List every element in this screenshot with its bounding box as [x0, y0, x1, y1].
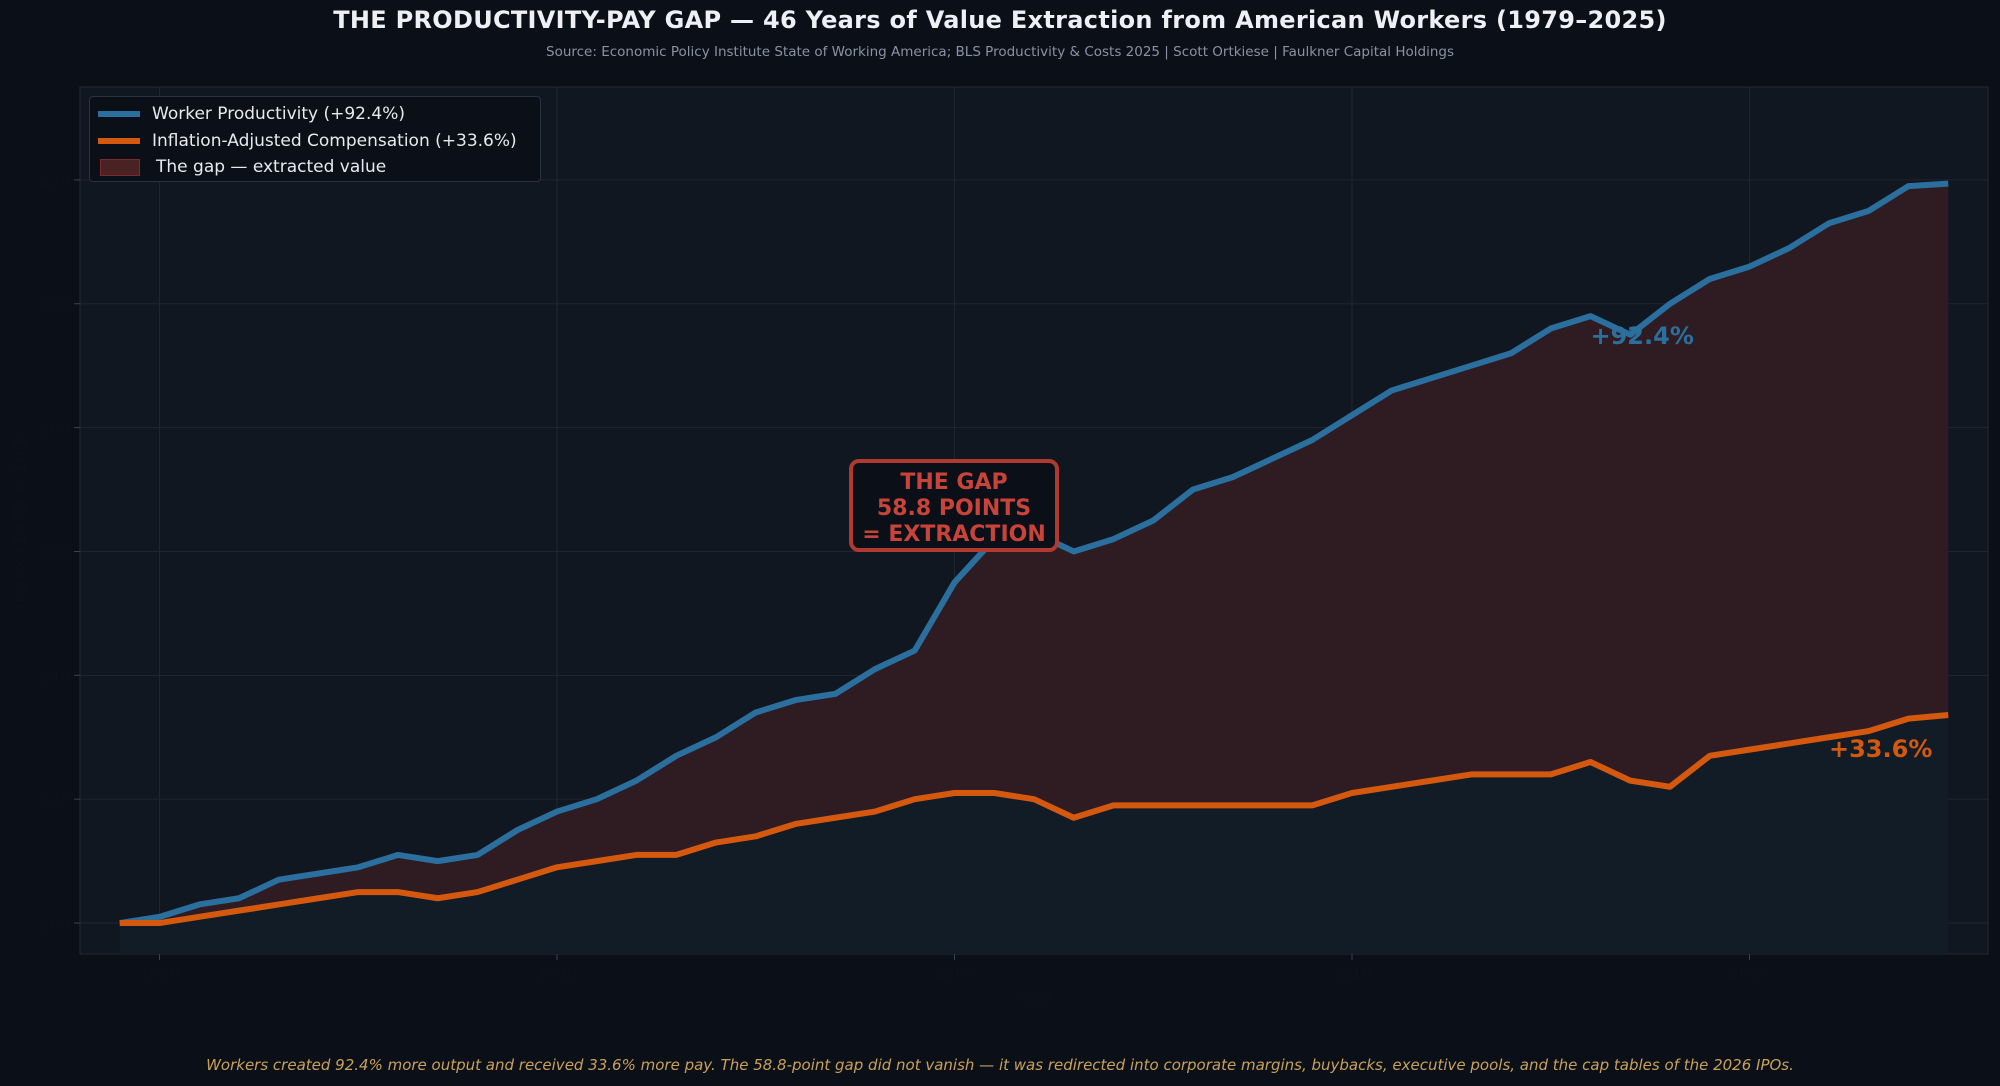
footer-note: Workers created 92.4% more output and re… — [206, 1056, 1794, 1074]
legend-item-gap: The gap — extracted value — [98, 154, 386, 180]
y-tick-label: 220 — [39, 171, 70, 190]
x-tick-label: 2010 — [1332, 964, 1373, 983]
legend-swatch-gap — [100, 158, 140, 176]
x-tick-label: 2020 — [1729, 964, 1770, 983]
gap-fill-area — [119, 183, 1949, 924]
gap-annotation-box: THE GAP 58.8 POINTS = EXTRACTION — [849, 459, 1059, 552]
x-tick-label: 1990 — [537, 964, 578, 983]
legend-label-productivity: Worker Productivity (+92.4%) — [152, 104, 405, 124]
gap-annotation-line2: 58.8 POINTS — [876, 496, 1032, 521]
y-tick-label: 120 — [39, 790, 70, 809]
x-tick-label: 1980 — [139, 964, 180, 983]
chart-legend: Worker Productivity (+92.4%) Inflation-A… — [89, 96, 541, 182]
chart-title: THE PRODUCTIVITY-PAY GAP — 46 Years of V… — [333, 6, 1667, 34]
y-tick-label: 100 — [39, 914, 70, 933]
y-tick-label: 200 — [39, 295, 70, 314]
legend-item-compensation: Inflation-Adjusted Compensation (+33.6%) — [98, 128, 517, 154]
legend-swatch-productivity — [98, 111, 140, 117]
compensation-end-label: +33.6% — [1829, 735, 1932, 763]
y-tick-label: 180 — [39, 419, 70, 438]
gap-annotation-line1: THE GAP — [900, 470, 1008, 495]
x-tick-label: 2000 — [934, 964, 975, 983]
productivity-end-label: +92.4% — [1591, 322, 1694, 350]
y-tick-label: 160 — [39, 542, 70, 561]
chart-subtitle: Source: Economic Policy Institute State … — [546, 44, 1454, 60]
x-axis-label: Year — [1014, 988, 1054, 1009]
y-tick-label: 140 — [39, 666, 70, 685]
legend-item-productivity: Worker Productivity (+92.4%) — [98, 101, 405, 127]
legend-label-gap: The gap — extracted value — [156, 157, 387, 177]
legend-label-compensation: Inflation-Adjusted Compensation (+33.6%) — [152, 131, 517, 151]
compensation-line — [119, 711, 1949, 927]
legend-swatch-compensation — [98, 138, 140, 144]
gap-annotation-line3: = EXTRACTION — [862, 522, 1046, 547]
y-axis-label: Index (1979 = 100) — [10, 432, 31, 608]
